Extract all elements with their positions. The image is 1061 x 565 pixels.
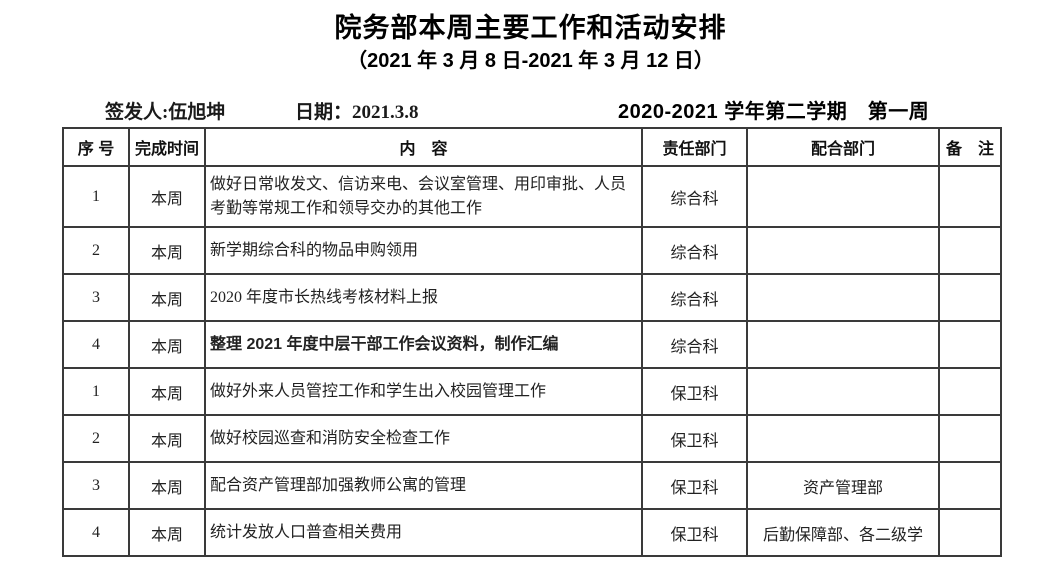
cell-responsible-dept: 保卫科 bbox=[641, 461, 748, 510]
table-row: 1 本周 做好日常收发文、信访来电、会议室管理、用印审批、人员考勤等常规工作和领导交… bbox=[62, 165, 1002, 228]
table-row: 2 本周 做好校园巡查和消防安全检查工作 保卫科 bbox=[62, 414, 1002, 463]
cell-note bbox=[938, 320, 1002, 369]
cell-note bbox=[938, 414, 1002, 463]
cell-cooperating-dept bbox=[746, 367, 940, 416]
table-header-row: 序 号 完成时间 内 容 责任部门 配合部门 备 注 bbox=[62, 127, 1002, 167]
cell-completion-time: 本周 bbox=[128, 367, 206, 416]
cell-cooperating-dept: 资产管理部 bbox=[746, 461, 940, 510]
header-time: 完成时间 bbox=[128, 127, 206, 167]
cell-cooperating-dept bbox=[746, 226, 940, 275]
cell-content: 做好日常收发文、信访来电、会议室管理、用印审批、人员考勤等常规工作和领导交办的其… bbox=[204, 165, 643, 228]
cell-note bbox=[938, 226, 1002, 275]
cell-note bbox=[938, 273, 1002, 322]
cell-responsible-dept: 保卫科 bbox=[641, 508, 748, 557]
meta-row: 签发人:伍旭坤 日期：2021.3.8 2020-2021 学年第二学期 第一周 bbox=[0, 97, 1061, 123]
cell-completion-time: 本周 bbox=[128, 226, 206, 275]
page-title: 院务部本周主要工作和活动安排 bbox=[334, 13, 727, 43]
cell-content: 配合资产管理部加强教师公寓的管理 bbox=[204, 461, 643, 510]
cell-no: 1 bbox=[62, 165, 130, 228]
issuer-name: 伍旭坤 bbox=[168, 102, 226, 123]
cell-responsible-dept: 综合科 bbox=[641, 273, 748, 322]
cell-content: 整理 2021 年度中层干部工作会议资料，制作汇编 bbox=[204, 320, 643, 369]
table-row: 3 本周 配合资产管理部加强教师公寓的管理 保卫科 资产管理部 bbox=[62, 461, 1002, 510]
date-value: 2021.3.8 bbox=[352, 102, 419, 123]
cell-responsible-dept: 综合科 bbox=[641, 226, 748, 275]
cell-no: 3 bbox=[62, 461, 130, 510]
cell-note bbox=[938, 367, 1002, 416]
cell-content: 做好校园巡查和消防安全检查工作 bbox=[204, 414, 643, 463]
cell-completion-time: 本周 bbox=[128, 273, 206, 322]
header-dept: 责任部门 bbox=[641, 127, 748, 167]
header-no: 序 号 bbox=[62, 127, 130, 167]
schedule-table: 序 号 完成时间 内 容 责任部门 配合部门 备 注 1 本周 做好日常收发文、信访… bbox=[62, 127, 1002, 557]
cell-responsible-dept: 保卫科 bbox=[641, 414, 748, 463]
cell-content: 统计发放人口普查相关费用 bbox=[204, 508, 643, 557]
table-row: 1 本周 做好外来人员管控工作和学生出入校园管理工作 保卫科 bbox=[62, 367, 1002, 416]
cell-no: 3 bbox=[62, 273, 130, 322]
table-row: 4 本周 统计发放人口普查相关费用 保卫科 后勤保障部、各二级学 bbox=[62, 508, 1002, 557]
schedule-table-body: 1 本周 做好日常收发文、信访来电、会议室管理、用印审批、人员考勤等常规工作和领导交… bbox=[62, 165, 1002, 557]
cell-no: 2 bbox=[62, 226, 130, 275]
header-note: 备 注 bbox=[938, 127, 1002, 167]
cell-no: 1 bbox=[62, 367, 130, 416]
cell-responsible-dept: 综合科 bbox=[641, 320, 748, 369]
issuer-label: 签发人: bbox=[105, 102, 169, 123]
date-label: 日期： bbox=[295, 102, 353, 123]
cell-completion-time: 本周 bbox=[128, 461, 206, 510]
semester-week-label: 2020-2021 学年第二学期 第一周 bbox=[618, 101, 930, 123]
cell-note bbox=[938, 508, 1002, 557]
cell-note bbox=[938, 165, 1002, 228]
cell-content: 新学期综合科的物品申购领用 bbox=[204, 226, 643, 275]
cell-content: 做好外来人员管控工作和学生出入校园管理工作 bbox=[204, 367, 643, 416]
cell-responsible-dept: 保卫科 bbox=[641, 367, 748, 416]
table-row: 4 本周 整理 2021 年度中层干部工作会议资料，制作汇编 综合科 bbox=[62, 320, 1002, 369]
date-field: 日期：2021.3.8 bbox=[295, 97, 419, 124]
table-row: 2 本周 新学期综合科的物品申购领用 综合科 bbox=[62, 226, 1002, 275]
cell-completion-time: 本周 bbox=[128, 320, 206, 369]
cell-cooperating-dept bbox=[746, 414, 940, 463]
cell-no: 4 bbox=[62, 320, 130, 369]
issuer-field: 签发人:伍旭坤 bbox=[105, 97, 225, 124]
cell-completion-time: 本周 bbox=[128, 508, 206, 557]
table-row: 3 本周 2020 年度市长热线考核材料上报 综合科 bbox=[62, 273, 1002, 322]
cell-no: 2 bbox=[62, 414, 130, 463]
cell-completion-time: 本周 bbox=[128, 414, 206, 463]
cell-note bbox=[938, 461, 1002, 510]
cell-cooperating-dept bbox=[746, 273, 940, 322]
cell-content: 2020 年度市长热线考核材料上报 bbox=[204, 273, 643, 322]
header-coop: 配合部门 bbox=[746, 127, 940, 167]
cell-cooperating-dept: 后勤保障部、各二级学 bbox=[746, 508, 940, 557]
cell-completion-time: 本周 bbox=[128, 165, 206, 228]
cell-no: 4 bbox=[62, 508, 130, 557]
cell-responsible-dept: 综合科 bbox=[641, 165, 748, 228]
cell-cooperating-dept bbox=[746, 165, 940, 228]
page-subtitle: （2021 年 3 月 8 日-2021 年 3 月 12 日） bbox=[347, 50, 714, 72]
header-content: 内 容 bbox=[204, 127, 643, 167]
cell-cooperating-dept bbox=[746, 320, 940, 369]
